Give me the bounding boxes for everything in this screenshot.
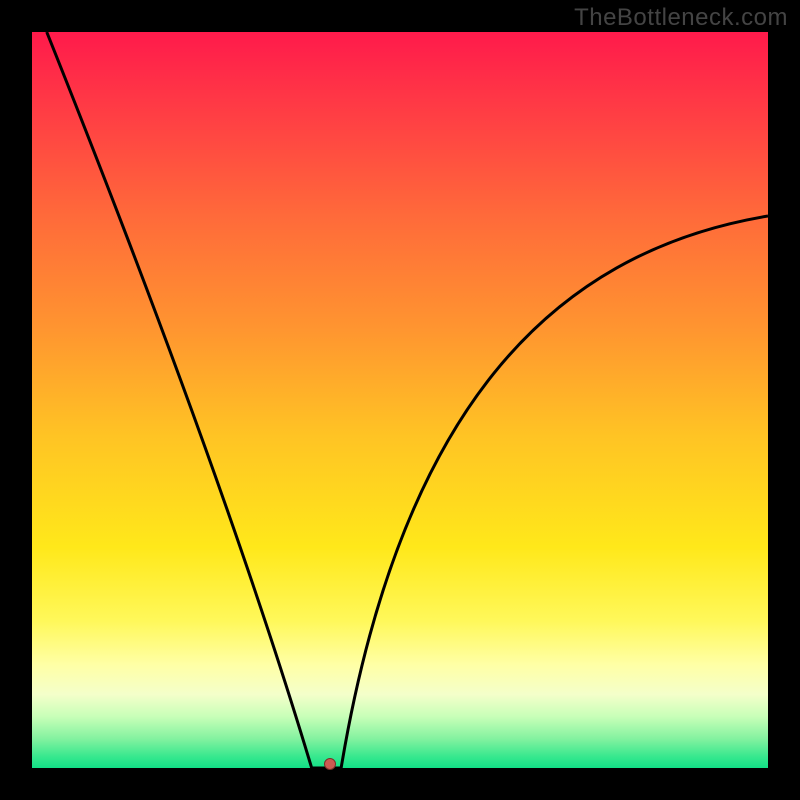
- chart-frame: TheBottleneck.com: [0, 0, 800, 800]
- source-watermark: TheBottleneck.com: [574, 4, 788, 32]
- bottleneck-curve: [32, 32, 768, 768]
- plot-area: [32, 32, 768, 768]
- curve-path: [47, 32, 768, 768]
- optimum-marker: [324, 758, 336, 770]
